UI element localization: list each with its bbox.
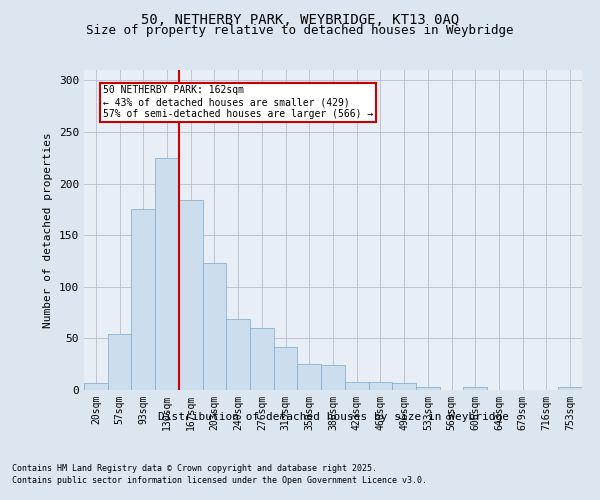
Bar (250, 328, 274, 390)
Text: Contains public sector information licensed under the Open Government Licence v3: Contains public sector information licen… (12, 476, 427, 485)
Bar (108, 334, 131, 390)
Bar (345, 382, 368, 390)
Text: Contains HM Land Registry data © Crown copyright and database right 2025.: Contains HM Land Registry data © Crown c… (12, 464, 377, 473)
Bar (84, 383, 108, 390)
Bar (463, 387, 487, 390)
Bar (274, 346, 298, 390)
Bar (131, 210, 155, 390)
Bar (558, 387, 582, 390)
Bar (298, 364, 321, 390)
Bar (155, 158, 179, 390)
Bar (203, 263, 226, 390)
Bar (226, 319, 250, 390)
Text: Distribution of detached houses by size in Weybridge: Distribution of detached houses by size … (158, 412, 509, 422)
Y-axis label: Number of detached properties: Number of detached properties (43, 132, 53, 328)
Bar (392, 383, 416, 390)
Text: Size of property relative to detached houses in Weybridge: Size of property relative to detached ho… (86, 24, 514, 37)
Bar (416, 387, 440, 390)
Bar (368, 382, 392, 390)
Bar (179, 200, 203, 390)
Text: 50 NETHERBY PARK: 162sqm
← 43% of detached houses are smaller (429)
57% of semi-: 50 NETHERBY PARK: 162sqm ← 43% of detach… (103, 86, 373, 118)
Text: 50, NETHERBY PARK, WEYBRIDGE, KT13 0AQ: 50, NETHERBY PARK, WEYBRIDGE, KT13 0AQ (141, 12, 459, 26)
Bar (321, 365, 345, 390)
